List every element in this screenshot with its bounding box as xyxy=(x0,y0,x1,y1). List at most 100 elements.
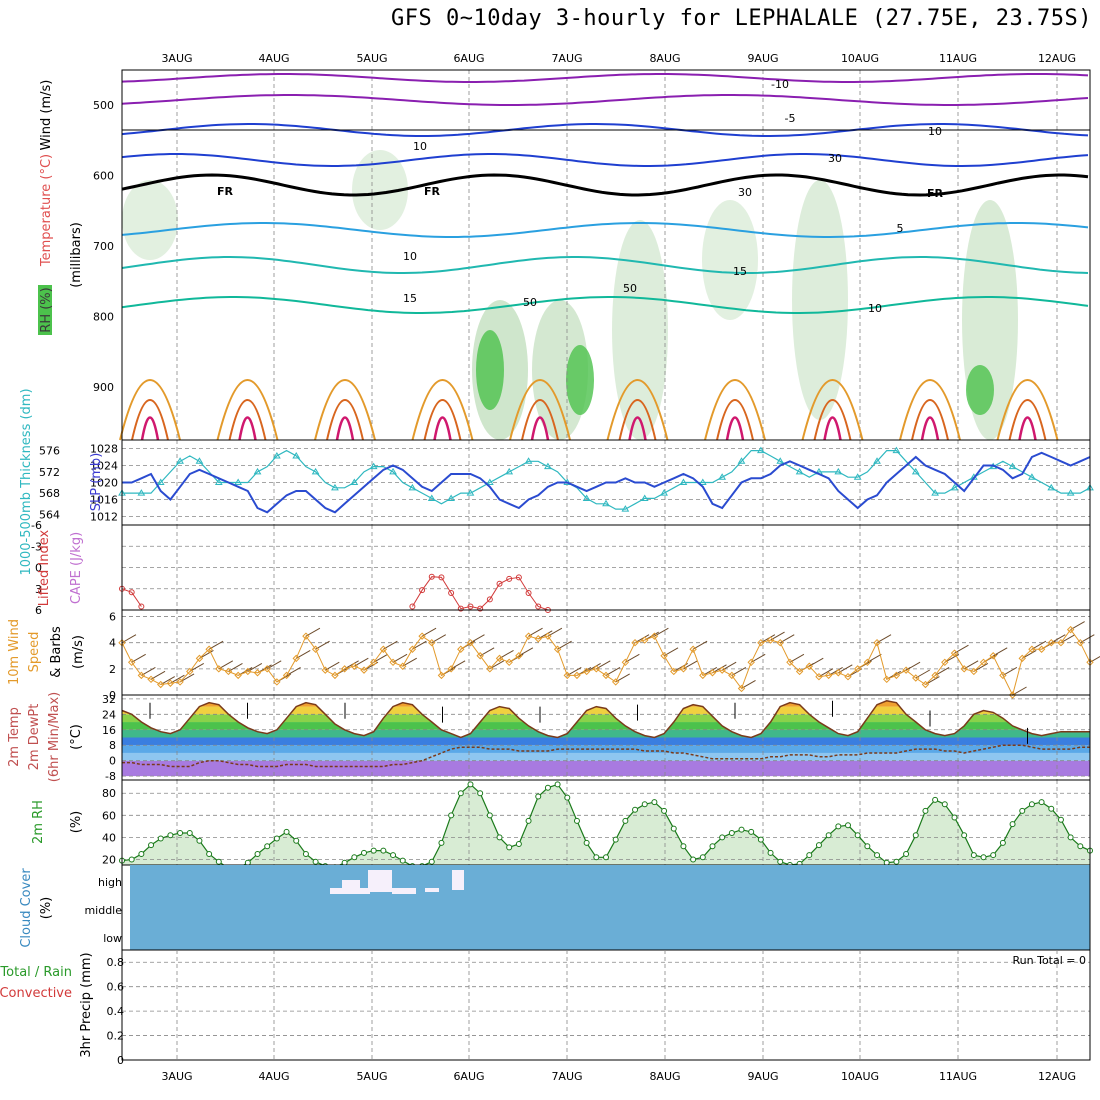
rh-point-99 xyxy=(1077,843,1084,850)
temp-contour-5 xyxy=(121,256,1089,274)
rh-point-48 xyxy=(583,839,590,846)
wind-speed-point-50 xyxy=(602,671,610,680)
thickness-point-44 xyxy=(544,462,552,470)
rh-tick-40: 40 xyxy=(102,831,116,844)
wind-speed-point-52 xyxy=(621,658,630,667)
bl-loop-outer-1 xyxy=(216,379,279,441)
lifted-index-ylabel: Lifted Index xyxy=(37,529,52,606)
thickness-point-16 xyxy=(272,451,281,459)
cape-ylabel: CAPE (J/kg) xyxy=(69,532,84,604)
wind-speed-point-44 xyxy=(544,632,552,640)
contour-label-5: 15 xyxy=(733,265,747,278)
thickness-point-24 xyxy=(350,478,359,485)
wind-speed-point-64 xyxy=(737,684,746,693)
pressure-tick-900: 900 xyxy=(93,381,114,394)
cloud-level-high: high xyxy=(98,876,122,889)
wind-speed-point-9 xyxy=(205,645,213,653)
rh-point-93 xyxy=(1019,807,1026,814)
rh-point-19 xyxy=(302,850,309,857)
wind-speed-point-19 xyxy=(302,632,310,640)
wind-speed-point-3 xyxy=(147,675,155,684)
wind-speed-point-48 xyxy=(582,667,591,676)
wind-speed-point-5 xyxy=(166,679,175,687)
wind-speed-point-27 xyxy=(379,645,388,653)
wind-speed-point-16 xyxy=(273,678,281,686)
temp-band-3 xyxy=(122,737,1090,746)
thickness-point-28 xyxy=(389,467,397,475)
rh-point-47 xyxy=(573,817,580,824)
slp-tick-1016: 1016 xyxy=(90,494,118,507)
date-label-bottom-5AUG: 5AUG xyxy=(356,1070,387,1083)
cloud-bg xyxy=(130,865,1090,950)
li-tick-6: 6 xyxy=(35,604,42,617)
wind-speed-point-21 xyxy=(321,666,329,674)
wind-speed-point-94 xyxy=(1028,645,1036,653)
wind-speed-point-17 xyxy=(282,671,291,680)
wind-speed-point-65 xyxy=(747,658,755,667)
lifted-index-line-3 xyxy=(121,588,142,607)
precip-frame xyxy=(121,129,1091,1061)
slp-tick-1024: 1024 xyxy=(90,460,118,473)
temp-tick--8: -8 xyxy=(105,770,116,783)
thickness-line xyxy=(122,449,1091,510)
date-label-bottom-10AUG: 10AUG xyxy=(841,1070,879,1083)
li-tick--6: -6 xyxy=(31,519,42,532)
rh-point-24 xyxy=(351,854,358,861)
slp-tick-1012: 1012 xyxy=(90,511,118,524)
wind-speed-point-74 xyxy=(834,669,843,677)
thickness-point-96 xyxy=(1047,483,1056,491)
cloud-level-low: low xyxy=(103,932,122,945)
date-label-top-10AUG: 10AUG xyxy=(841,52,879,65)
thickness-point-48 xyxy=(582,494,591,501)
cloud-ylabel-a: Cloud Cover xyxy=(19,868,34,948)
rh-point-67 xyxy=(767,849,774,856)
thickness-point-36 xyxy=(466,489,475,496)
wind-speed-point-26 xyxy=(369,658,378,667)
wind-speed-point-41 xyxy=(515,652,523,660)
bl-loop-outer-2 xyxy=(314,379,376,441)
rh-tick-60: 60 xyxy=(102,809,116,822)
wind-speed-point-70 xyxy=(795,667,804,676)
rh-tick-20: 20 xyxy=(102,853,116,866)
wind-speed-point-56 xyxy=(660,652,668,660)
wind-speed-point-67 xyxy=(766,636,775,644)
wind-speed-point-66 xyxy=(757,638,765,647)
precip-legend-total: Total / Rain xyxy=(0,965,72,980)
temp-band-9 xyxy=(122,695,1090,699)
thickness-point-38 xyxy=(485,478,494,485)
temp-contour-3 xyxy=(121,153,1089,167)
bl-loop-mid-9 xyxy=(1008,399,1047,441)
cloud-level-middle: middle xyxy=(84,904,122,917)
bl-loop-inner-6 xyxy=(725,416,745,441)
lifted-index-point-39 xyxy=(496,580,503,587)
rh-point-18 xyxy=(293,837,300,844)
thickness-point-58 xyxy=(679,478,688,485)
rh-point-4 xyxy=(157,835,164,842)
li-tick-0: 0 xyxy=(35,562,42,575)
precip-tick-0: 0 xyxy=(117,1054,124,1067)
rh-point-82 xyxy=(912,832,919,839)
freezing-label-2: FR xyxy=(927,187,944,200)
bl-loop-inner-1 xyxy=(238,416,257,441)
thickness-point-14 xyxy=(253,467,262,475)
rh-point-97 xyxy=(1057,816,1064,823)
precip-tick-0.6: 0.6 xyxy=(107,981,125,994)
bl-loop-mid-3 xyxy=(423,399,462,441)
cloud-high-block-3 xyxy=(392,888,416,894)
wind-speed-point-35 xyxy=(457,645,465,653)
wind-speed-point-39 xyxy=(495,654,504,663)
thickness-point-66 xyxy=(756,446,765,454)
date-label-bottom-11AUG: 11AUG xyxy=(939,1070,977,1083)
rh-point-26 xyxy=(370,847,377,854)
date-label-top-5AUG: 5AUG xyxy=(356,52,387,65)
date-label-top-8AUG: 8AUG xyxy=(649,52,680,65)
lifted-index-point-34 xyxy=(448,590,455,596)
wind-frame xyxy=(121,609,1091,696)
cloud-high-block-1 xyxy=(342,880,360,894)
rh-point-38 xyxy=(486,812,493,819)
lifted-index-point-35 xyxy=(457,605,464,612)
wind-speed-point-78 xyxy=(873,638,881,647)
wind-speed-point-13 xyxy=(244,667,252,676)
wind-speed-point-81 xyxy=(902,666,910,674)
wind-speed-point-63 xyxy=(728,671,736,680)
